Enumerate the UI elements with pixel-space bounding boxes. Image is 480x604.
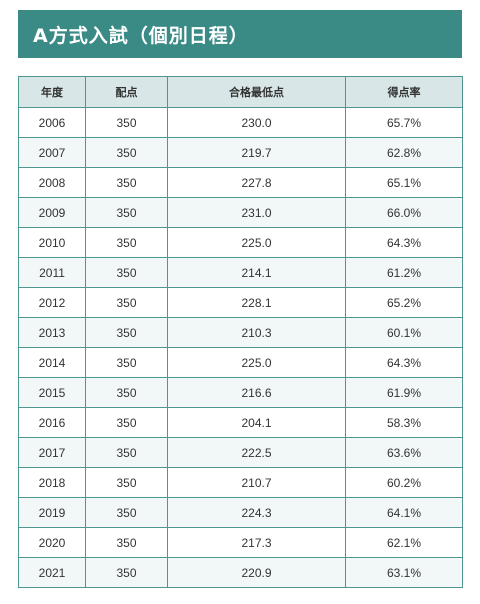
score-rate-cell: 60.1% bbox=[345, 317, 463, 348]
max-score-cell: 350 bbox=[85, 287, 168, 318]
max-score-cell: 350 bbox=[85, 317, 168, 348]
year-cell: 2015 bbox=[18, 377, 86, 408]
min-passing-score-cell: 225.0 bbox=[167, 347, 346, 378]
table-row: 2015 350 216.6 61.9% bbox=[18, 377, 463, 408]
min-passing-score-cell: 219.7 bbox=[167, 137, 346, 168]
score-rate-cell: 62.1% bbox=[345, 527, 463, 558]
max-score-cell: 350 bbox=[85, 407, 168, 438]
score-rate-cell: 60.2% bbox=[345, 467, 463, 498]
score-rate-cell: 63.1% bbox=[345, 557, 463, 588]
table-row: 2010 350 225.0 64.3% bbox=[18, 227, 463, 258]
min-passing-score-cell: 214.1 bbox=[167, 257, 346, 288]
score-rate-cell: 64.3% bbox=[345, 227, 463, 258]
max-score-cell: 350 bbox=[85, 257, 168, 288]
max-score-cell: 350 bbox=[85, 137, 168, 168]
year-cell: 2012 bbox=[18, 287, 86, 318]
table-row: 2011 350 214.1 61.2% bbox=[18, 257, 463, 288]
score-rate-cell: 61.9% bbox=[345, 377, 463, 408]
min-passing-score-cell: 222.5 bbox=[167, 437, 346, 468]
year-cell: 2009 bbox=[18, 197, 86, 228]
score-rate-cell: 64.1% bbox=[345, 497, 463, 528]
table-row: 2007 350 219.7 62.8% bbox=[18, 137, 463, 168]
max-score-cell: 350 bbox=[85, 227, 168, 258]
table-row: 2019 350 224.3 64.1% bbox=[18, 497, 463, 528]
year-cell: 2016 bbox=[18, 407, 86, 438]
page-title: A方式入試（個別日程） bbox=[18, 10, 462, 58]
year-cell: 2020 bbox=[18, 527, 86, 558]
table-row: 2013 350 210.3 60.1% bbox=[18, 317, 463, 348]
max-score-cell: 350 bbox=[85, 527, 168, 558]
max-score-cell: 350 bbox=[85, 197, 168, 228]
table-header-row: 年度 配点 合格最低点 得点率 bbox=[18, 76, 463, 108]
min-passing-score-cell: 231.0 bbox=[167, 197, 346, 228]
table-row: 2009 350 231.0 66.0% bbox=[18, 197, 463, 228]
header-year: 年度 bbox=[18, 76, 86, 108]
score-rate-cell: 65.2% bbox=[345, 287, 463, 318]
min-passing-score-cell: 227.8 bbox=[167, 167, 346, 198]
min-passing-score-cell: 220.9 bbox=[167, 557, 346, 588]
score-rate-cell: 65.7% bbox=[345, 107, 463, 138]
year-cell: 2013 bbox=[18, 317, 86, 348]
year-cell: 2019 bbox=[18, 497, 86, 528]
min-passing-score-cell: 217.3 bbox=[167, 527, 346, 558]
max-score-cell: 350 bbox=[85, 437, 168, 468]
min-passing-score-cell: 204.1 bbox=[167, 407, 346, 438]
max-score-cell: 350 bbox=[85, 107, 168, 138]
table-row: 2018 350 210.7 60.2% bbox=[18, 467, 463, 498]
table-row: 2006 350 230.0 65.7% bbox=[18, 107, 463, 138]
year-cell: 2011 bbox=[18, 257, 86, 288]
min-passing-score-cell: 210.3 bbox=[167, 317, 346, 348]
table-row: 2017 350 222.5 63.6% bbox=[18, 437, 463, 468]
min-passing-score-cell: 225.0 bbox=[167, 227, 346, 258]
score-table: 年度 配点 合格最低点 得点率 2006 350 230.0 65.7% 2007 350… bbox=[18, 76, 463, 588]
year-cell: 2018 bbox=[18, 467, 86, 498]
table-row: 2021 350 220.9 63.1% bbox=[18, 557, 463, 588]
page-title-text: A方式入試（個別日程） bbox=[33, 24, 249, 47]
max-score-cell: 350 bbox=[85, 557, 168, 588]
max-score-cell: 350 bbox=[85, 377, 168, 408]
score-rate-cell: 65.1% bbox=[345, 167, 463, 198]
table-row: 2020 350 217.3 62.1% bbox=[18, 527, 463, 558]
table-row: 2016 350 204.1 58.3% bbox=[18, 407, 463, 438]
header-score-rate: 得点率 bbox=[345, 76, 463, 108]
max-score-cell: 350 bbox=[85, 497, 168, 528]
score-rate-cell: 64.3% bbox=[345, 347, 463, 378]
score-rate-cell: 58.3% bbox=[345, 407, 463, 438]
min-passing-score-cell: 216.6 bbox=[167, 377, 346, 408]
year-cell: 2021 bbox=[18, 557, 86, 588]
year-cell: 2007 bbox=[18, 137, 86, 168]
header-min-passing-score: 合格最低点 bbox=[167, 76, 346, 108]
year-cell: 2006 bbox=[18, 107, 86, 138]
max-score-cell: 350 bbox=[85, 167, 168, 198]
table-body: 2006 350 230.0 65.7% 2007 350 219.7 62.8% 2008 35… bbox=[18, 107, 463, 588]
table-row: 2008 350 227.8 65.1% bbox=[18, 167, 463, 198]
table-row: 2014 350 225.0 64.3% bbox=[18, 347, 463, 378]
year-cell: 2017 bbox=[18, 437, 86, 468]
year-cell: 2008 bbox=[18, 167, 86, 198]
min-passing-score-cell: 224.3 bbox=[167, 497, 346, 528]
table-row: 2012 350 228.1 65.2% bbox=[18, 287, 463, 318]
min-passing-score-cell: 210.7 bbox=[167, 467, 346, 498]
score-rate-cell: 62.8% bbox=[345, 137, 463, 168]
score-rate-cell: 61.2% bbox=[345, 257, 463, 288]
header-max-score: 配点 bbox=[85, 76, 168, 108]
year-cell: 2010 bbox=[18, 227, 86, 258]
max-score-cell: 350 bbox=[85, 467, 168, 498]
min-passing-score-cell: 228.1 bbox=[167, 287, 346, 318]
score-rate-cell: 63.6% bbox=[345, 437, 463, 468]
max-score-cell: 350 bbox=[85, 347, 168, 378]
year-cell: 2014 bbox=[18, 347, 86, 378]
min-passing-score-cell: 230.0 bbox=[167, 107, 346, 138]
score-rate-cell: 66.0% bbox=[345, 197, 463, 228]
